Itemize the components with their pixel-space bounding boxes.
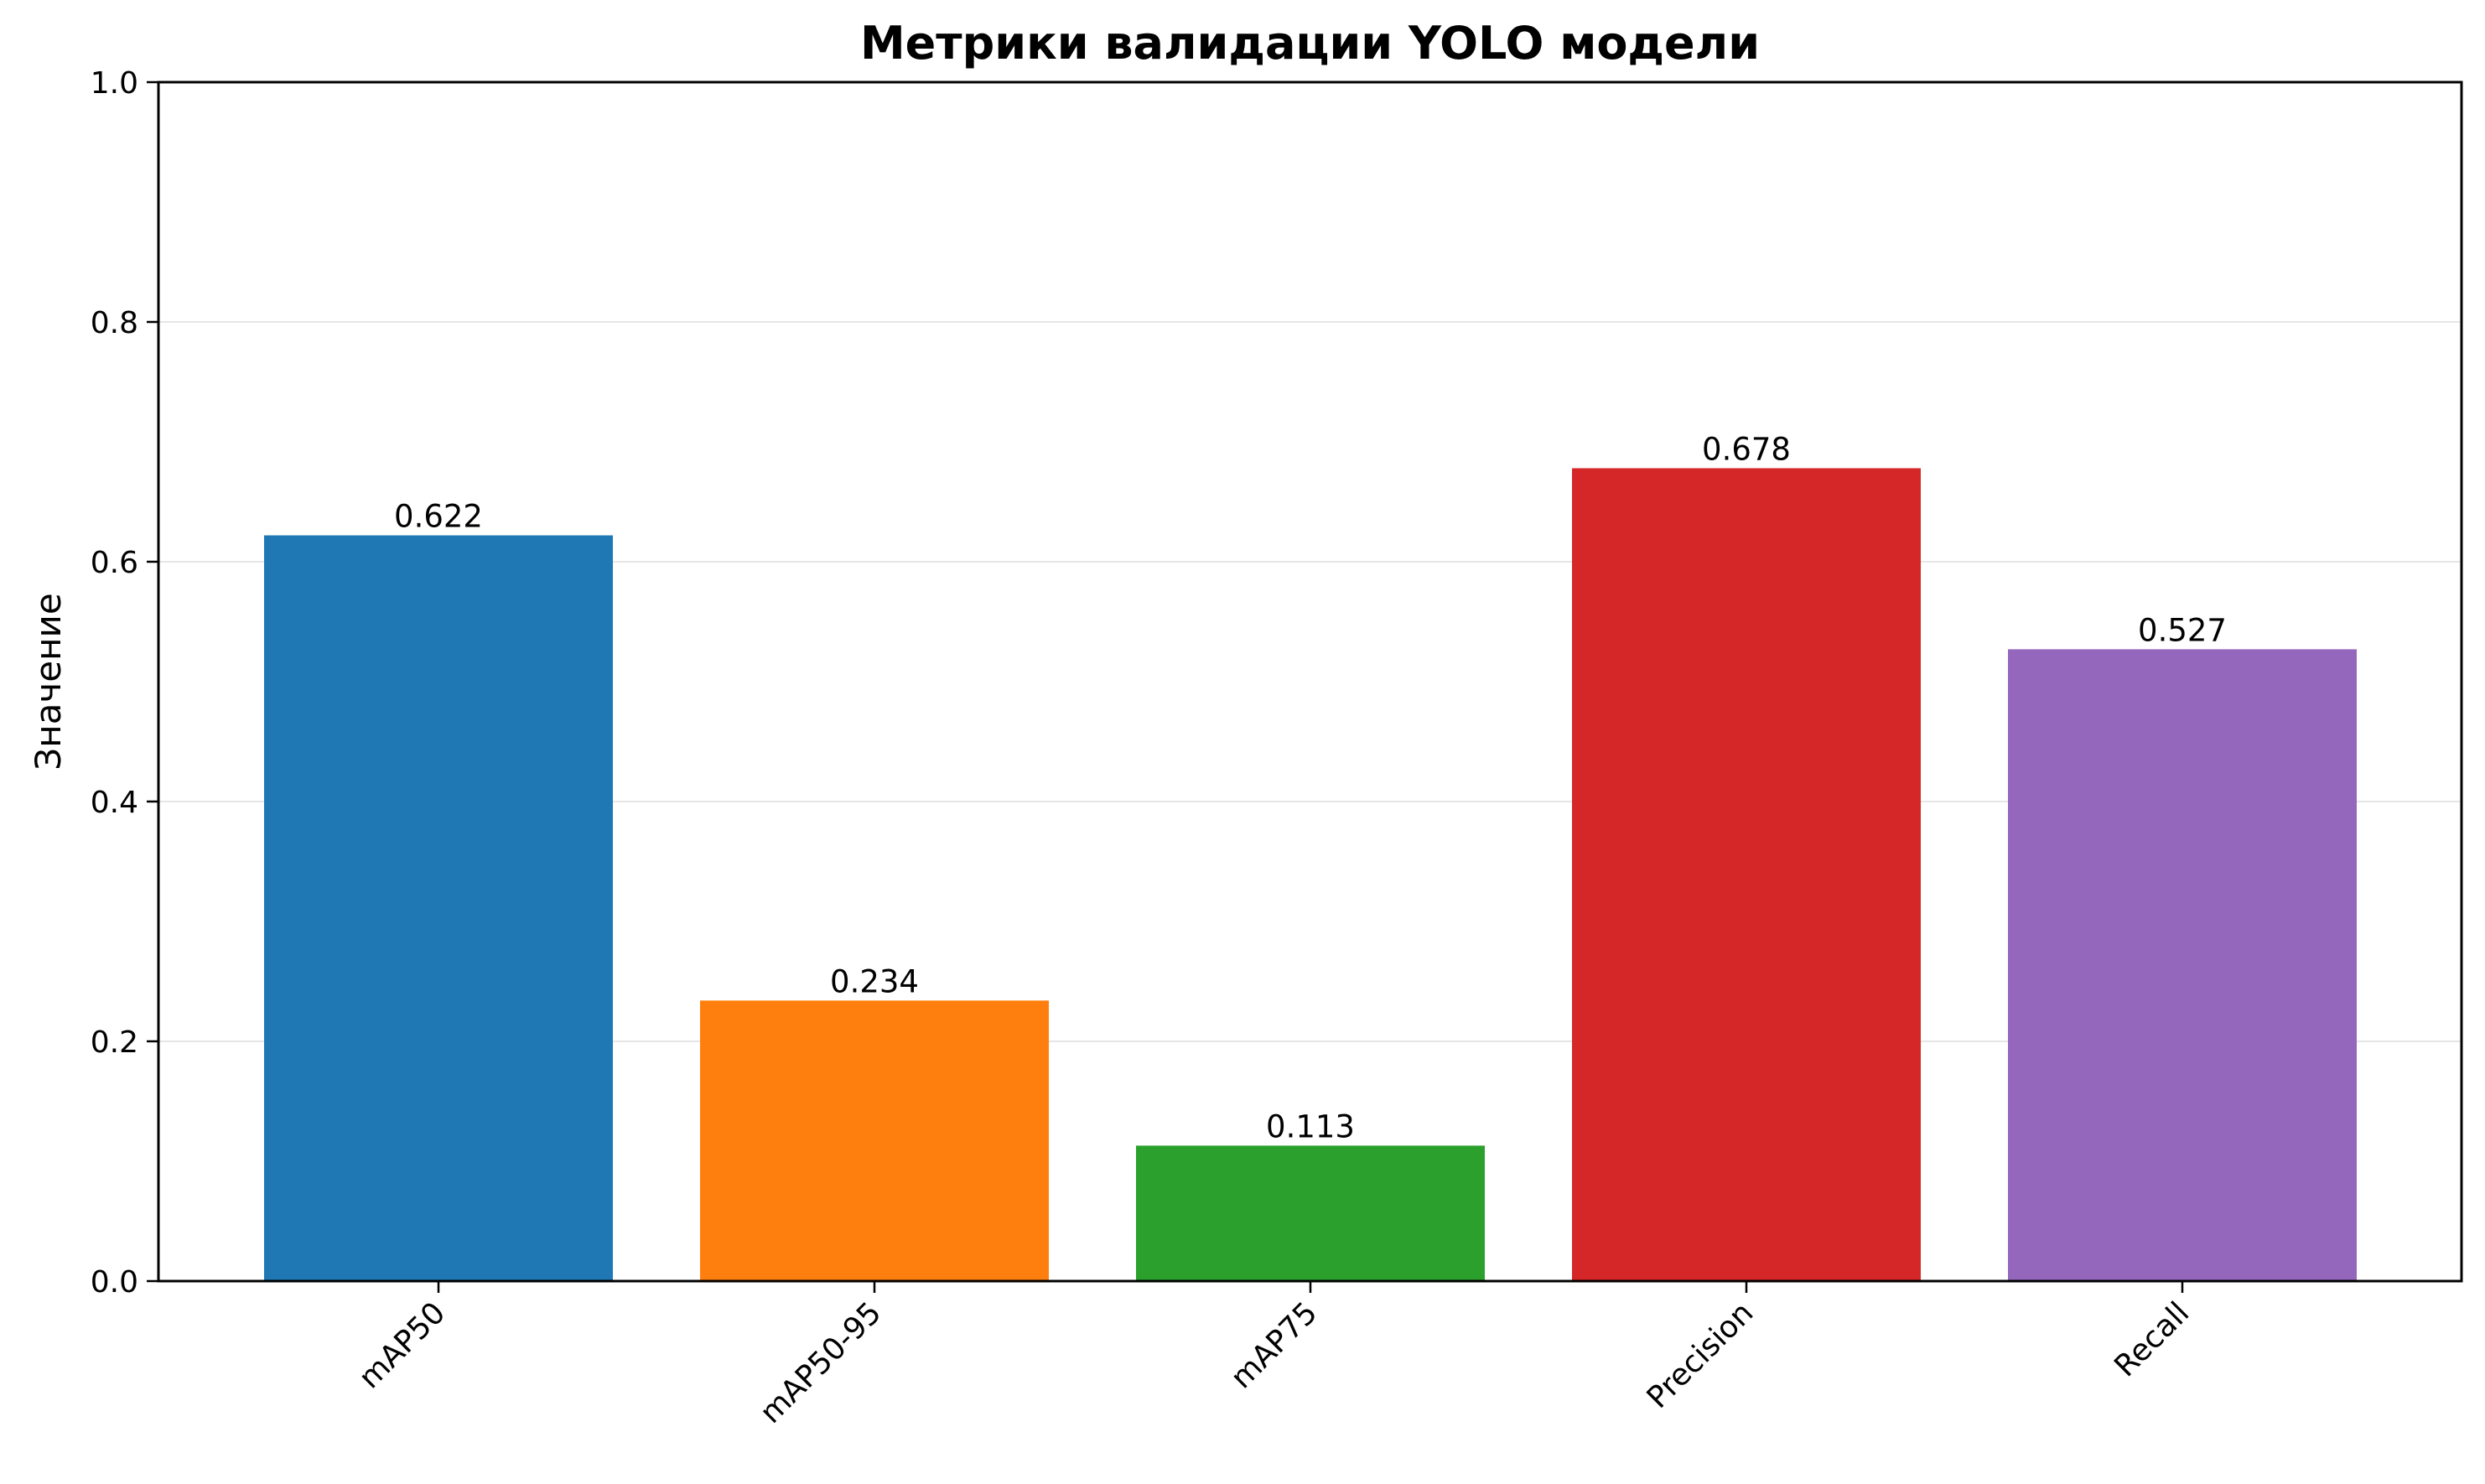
bar-value-label: 0.234	[830, 963, 919, 999]
y-tick-label: 0.6	[91, 546, 138, 580]
y-tick-label: 0.2	[91, 1025, 138, 1060]
bar-value-label: 0.113	[1266, 1108, 1355, 1144]
bar-value-label: 0.622	[394, 499, 483, 535]
chart-title: Метрики валидации YOLO модели	[860, 17, 1760, 70]
bars	[264, 468, 2357, 1281]
y-tick-label: 0.4	[91, 786, 138, 820]
bar-map50	[264, 535, 613, 1281]
value-labels: 0.622 0.234 0.113 0.678 0.527	[394, 431, 2227, 1144]
y-axis-ticks: 0.0 0.2 0.4 0.6 0.8 1.0	[91, 66, 158, 1300]
y-tick-label: 1.0	[91, 66, 138, 101]
bar-precision	[1572, 468, 1921, 1281]
y-tick-label: 0.8	[91, 306, 138, 340]
bar-value-label: 0.678	[1702, 431, 1791, 467]
y-tick-label: 0.0	[91, 1265, 138, 1300]
y-axis-label: Значение	[28, 593, 69, 770]
bar-map75	[1136, 1145, 1485, 1281]
bar-map50-95	[700, 1000, 1049, 1281]
bar-value-label: 0.527	[2138, 612, 2227, 648]
bar-recall	[2008, 649, 2357, 1281]
